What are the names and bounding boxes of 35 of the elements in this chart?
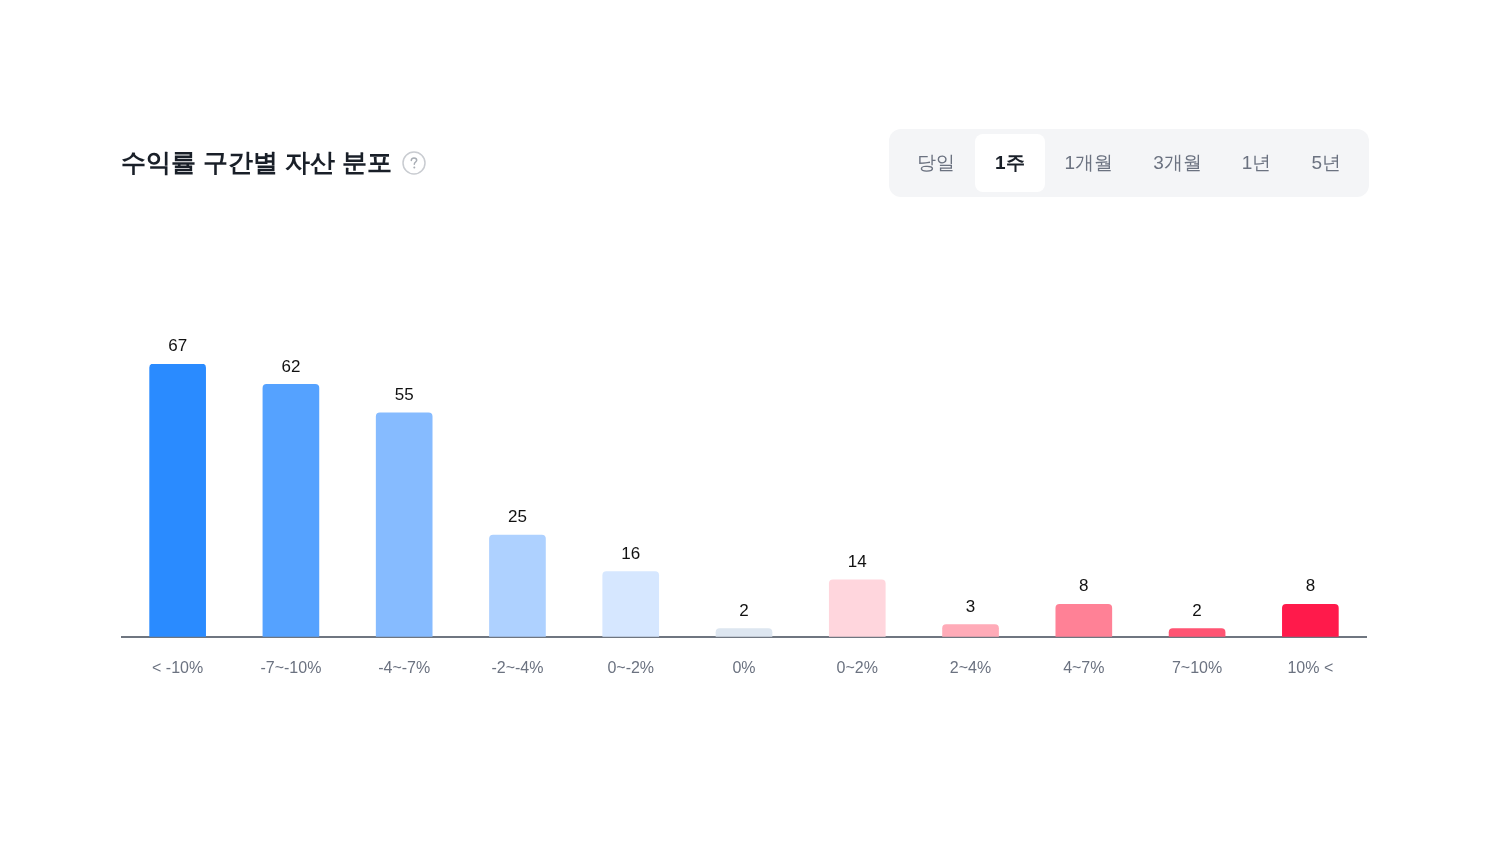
bar — [149, 364, 206, 637]
bar — [375, 412, 433, 637]
data-label: 16 — [621, 543, 641, 563]
bar — [602, 571, 660, 637]
bar — [828, 579, 886, 637]
bar — [715, 628, 773, 637]
x-tick-label: -4~-7% — [378, 658, 431, 676]
data-label: 14 — [847, 551, 867, 571]
data-label: 8 — [1079, 576, 1089, 596]
data-label: 55 — [394, 385, 414, 405]
bar — [942, 624, 999, 637]
x-tick-label: 0~-2% — [607, 658, 655, 676]
period-tabs: 당일 1주 1개월 3개월 1년 5년 — [889, 129, 1369, 197]
x-tick-label: 0% — [732, 658, 756, 676]
data-label: 62 — [281, 356, 301, 376]
data-label: 8 — [1305, 576, 1316, 596]
data-label: 25 — [507, 507, 527, 527]
x-tick-label: -7~-10% — [260, 658, 322, 676]
data-label: 2 — [739, 600, 749, 620]
x-tick-label: 2~4% — [949, 658, 992, 676]
bar — [1168, 628, 1226, 637]
data-label: 2 — [1192, 600, 1202, 620]
x-tick-label: 4~7% — [1063, 658, 1105, 676]
chart-title: 수익률 구간별 자산 분포 — [121, 147, 392, 178]
bar — [262, 384, 320, 637]
x-tick-label: < -10% — [152, 658, 204, 676]
data-label: 3 — [965, 596, 976, 616]
x-tick-label: -2~-4% — [491, 658, 544, 676]
x-tick-label: 7~10% — [1171, 658, 1223, 676]
bar — [1282, 603, 1339, 637]
data-label: 67 — [168, 336, 188, 356]
bar — [489, 534, 546, 637]
x-tick-label: 0~2% — [836, 658, 878, 676]
bar — [1055, 603, 1113, 637]
x-tick-label: 10% < — [1287, 658, 1334, 676]
